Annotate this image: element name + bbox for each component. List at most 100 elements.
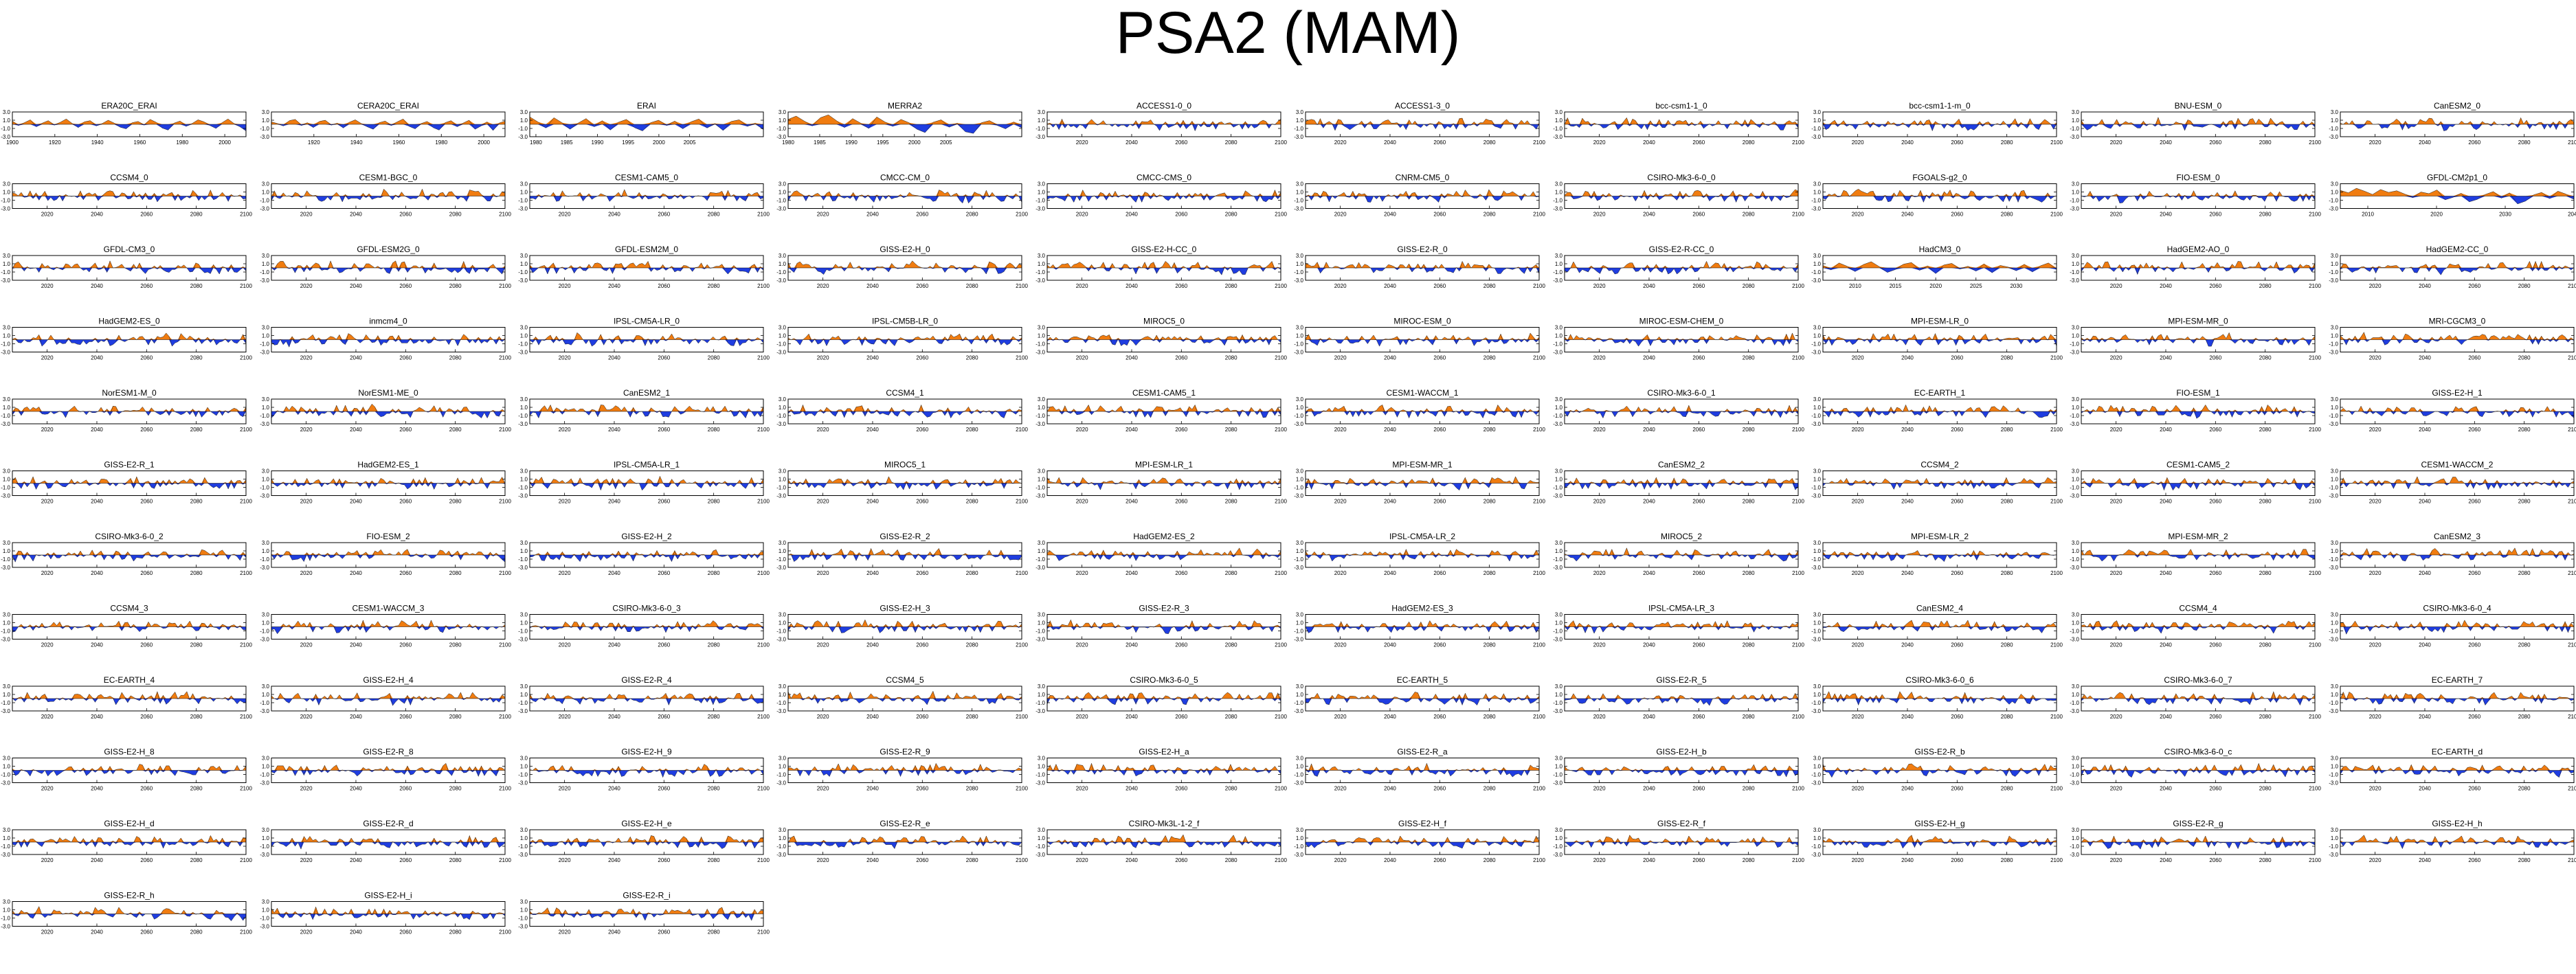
x-tick-label: 2100 [1275,642,1287,648]
y-tick-label: 3.0 [1813,181,1822,188]
x-tick-label: 2060 [2209,355,2221,361]
y-tick-label: 3.0 [779,612,787,618]
plot-frame [1305,829,1540,855]
y-tick-label: -1.0 [776,556,786,563]
x-tick-label: 2040 [350,714,362,720]
x-tick-label: 2040 [1125,642,1138,648]
y-tick-label: -1.0 [518,916,528,922]
plot-frame [1564,686,1799,712]
x-tick-label: 2060 [658,857,670,863]
x-tick-label: 2060 [2209,570,2221,576]
y-tick-label: -3.0 [2329,350,2338,356]
x-tick-label: 2040 [2419,714,2431,720]
x-tick-label: 2040 [2160,499,2172,505]
panel-title: IPSL-CM5A-LR_0 [614,317,680,326]
x-tick-label: 2100 [2050,642,2063,648]
panel-title: GFDL-CM3_0 [104,245,155,254]
x-tick-label: 2020 [1076,570,1088,576]
negative-area [1306,411,1539,418]
x-tick-label: 2100 [757,499,770,505]
panel-title: MPI-ESM-MR_2 [2168,532,2228,541]
y-tick-label: 1.0 [1813,692,1822,698]
x-tick-label: 2080 [1743,355,1755,361]
positive-area [271,189,505,196]
positive-area [2081,691,2315,699]
y-tick-label: -3.0 [1553,637,1563,643]
y-tick-label: 3.0 [3,540,11,546]
negative-area [1306,483,1539,490]
x-tick-label: 2040 [866,714,879,720]
positive-area [530,693,763,699]
y-tick-label: 3.0 [1038,540,1046,546]
positive-area [1047,835,1281,842]
panel-title: CMCC-CMS_0 [1136,173,1191,183]
positive-area [1823,477,2057,484]
plot-frame [787,111,1022,137]
y-tick-label: 1.0 [2331,405,2339,411]
plot-frame [12,614,247,639]
plot-frame [1305,758,1540,783]
y-tick-label: 3.0 [262,325,270,331]
plot-frame [2081,758,2316,783]
positive-area [12,260,246,268]
x-tick-label: 2060 [2209,212,2221,218]
y-tick-label: 3.0 [3,468,11,475]
panel-title: GISS-E2-H-CC_0 [1132,245,1197,254]
plot-frame [787,183,1022,209]
panel-title: MPI-ESM-MR_1 [1392,460,1453,470]
negative-area [530,699,763,705]
x-tick-label: 2040 [1643,427,1655,433]
x-tick-label: 2040 [1384,570,1396,576]
positive-area [530,620,763,627]
series-line [2081,332,2316,347]
y-tick-label: -1.0 [1553,413,1563,419]
plot-frame [529,183,764,209]
panel-title: GISS-E2-H_4 [363,675,414,685]
positive-area [1047,405,1281,411]
y-tick-label: 3.0 [3,756,11,762]
y-tick-label: -3.0 [1035,134,1045,140]
x-tick-label: 2100 [1533,212,1545,218]
y-tick-label: 3.0 [1296,756,1304,762]
x-tick-label: 2020 [2110,570,2123,576]
y-tick-label: 3.0 [1038,396,1046,403]
y-tick-label: -3.0 [1294,206,1303,212]
negative-area [1823,124,2057,131]
plot-frame [12,255,247,281]
panel-title: CESM1-WACCM_3 [352,604,425,613]
panel-title: FGOALS-g2_0 [1912,173,1967,183]
panel-title: ACCESS1-3_0 [1395,101,1450,111]
positive-area [2340,117,2574,124]
negative-area [788,411,1022,418]
positive-area [788,691,1022,699]
x-tick-label: 2100 [2568,857,2576,863]
x-tick-label: 2020 [559,857,571,863]
x-tick-label: 2100 [1016,355,1028,361]
x-tick-label: 2100 [240,570,252,576]
x-tick-label: 2060 [1692,499,1705,505]
y-tick-label: 3.0 [1555,396,1563,403]
negative-area [271,196,505,202]
y-tick-label: 1.0 [262,548,270,554]
y-tick-label: -1.0 [776,772,786,778]
x-tick-label: 2100 [1275,139,1287,146]
x-tick-label: 2040 [350,212,362,218]
y-tick-label: -1.0 [518,556,528,563]
series-line [529,475,764,491]
y-tick-label: -3.0 [1553,134,1563,140]
y-tick-label: -1.0 [1811,556,1821,563]
negative-area [530,339,763,347]
x-tick-label: 2040 [608,642,620,648]
y-tick-label: -3.0 [260,350,269,356]
y-tick-label: 3.0 [2331,253,2339,259]
x-tick-label: 2060 [1692,857,1705,863]
x-tick-label: 2040 [1643,786,1655,792]
